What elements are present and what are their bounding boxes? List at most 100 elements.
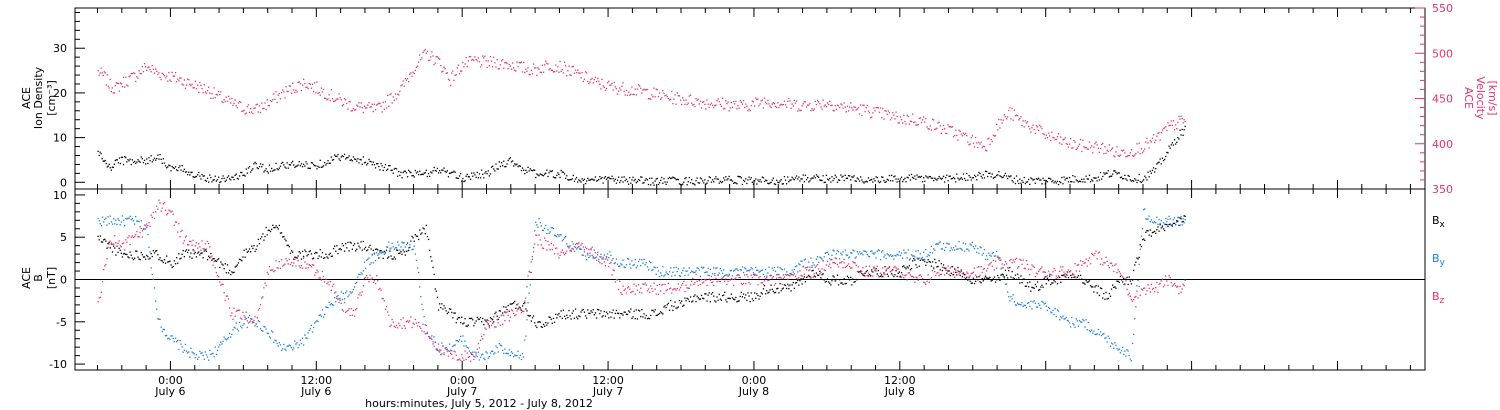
- velocity-point: [702, 101, 704, 104]
- bz-point: [391, 318, 393, 321]
- bz-point: [629, 288, 631, 290]
- velocity-point: [778, 106, 780, 109]
- bx-point: [1034, 283, 1036, 286]
- bx-point: [180, 257, 182, 259]
- velocity-point: [200, 84, 202, 86]
- bx-point: [610, 316, 612, 318]
- bz-point: [820, 271, 822, 274]
- velocity-point: [774, 105, 777, 108]
- by-point: [940, 248, 942, 250]
- bx-point: [262, 233, 264, 235]
- bz-point: [1011, 262, 1013, 264]
- velocity-point: [539, 71, 541, 73]
- density-point: [180, 169, 182, 171]
- density-point: [609, 177, 611, 180]
- density-point: [179, 165, 181, 167]
- bx-point: [714, 300, 716, 302]
- bx-point: [242, 256, 244, 258]
- bx-point: [1118, 281, 1120, 283]
- bx-point: [1155, 232, 1157, 234]
- bx-point: [506, 308, 508, 311]
- density-point: [435, 170, 437, 172]
- bz-point: [259, 304, 262, 306]
- velocity-point: [401, 84, 403, 86]
- bx-point: [799, 280, 801, 282]
- by-point: [337, 294, 339, 297]
- density-point: [646, 179, 649, 181]
- velocity-point: [427, 59, 430, 62]
- velocity-point: [1026, 121, 1029, 123]
- bz-point: [541, 247, 544, 249]
- bz-point: [366, 274, 368, 277]
- density-point: [946, 174, 948, 176]
- bx-point: [1051, 282, 1053, 284]
- velocity-point: [566, 75, 568, 77]
- bz-point: [310, 266, 313, 268]
- bx-point: [1014, 274, 1017, 276]
- bz-point: [460, 359, 462, 361]
- by-point: [457, 341, 460, 343]
- bz-point: [311, 264, 314, 266]
- bx-point: [538, 321, 540, 323]
- velocity-point: [928, 128, 930, 130]
- by-point: [958, 241, 960, 243]
- bz-point: [464, 350, 466, 352]
- density-point: [947, 180, 949, 182]
- velocity-point: [580, 77, 582, 79]
- velocity-point: [679, 99, 682, 101]
- density-point: [391, 169, 393, 171]
- velocity-point: [156, 70, 158, 72]
- by-point: [1004, 283, 1007, 285]
- bx-point: [1102, 297, 1104, 299]
- velocity-point: [1147, 142, 1149, 144]
- bx-point: [717, 299, 719, 301]
- bz-point: [110, 242, 113, 244]
- bz-point: [117, 242, 119, 244]
- bx-point: [413, 240, 415, 242]
- bx-point: [660, 311, 662, 313]
- density-point: [192, 176, 194, 178]
- density-point: [631, 179, 633, 181]
- density-point: [515, 164, 517, 166]
- velocity-point: [1161, 129, 1164, 131]
- bx-point: [768, 291, 770, 293]
- density-point: [747, 179, 749, 181]
- bx-point: [626, 313, 629, 316]
- density-point: [1134, 178, 1136, 180]
- velocity-point: [593, 79, 595, 81]
- bx-point: [318, 255, 320, 257]
- bz-point: [455, 354, 457, 356]
- velocity-point: [741, 103, 744, 105]
- velocity-point: [1155, 139, 1157, 141]
- density-axis-title-line2: Ion Density: [32, 66, 45, 129]
- by-point: [544, 227, 546, 229]
- by-point: [694, 271, 696, 273]
- bx-point: [761, 293, 763, 295]
- by-point: [1011, 298, 1013, 300]
- density-point: [116, 159, 118, 161]
- velocity-point: [1089, 147, 1092, 149]
- velocity-point: [1050, 139, 1052, 142]
- velocity-point: [540, 71, 542, 74]
- bx-point: [1038, 289, 1040, 291]
- by-point: [601, 258, 603, 260]
- by-point: [294, 340, 296, 342]
- by-point: [151, 273, 153, 276]
- by-point: [222, 340, 224, 342]
- bz-point: [1096, 258, 1098, 260]
- velocity-point: [898, 122, 900, 124]
- velocity-point: [155, 68, 157, 70]
- bx-point: [754, 292, 756, 294]
- bz-point: [339, 297, 341, 300]
- velocity-point: [208, 86, 210, 88]
- bx-point: [574, 308, 577, 310]
- by-point: [530, 271, 532, 274]
- by-point: [846, 254, 849, 256]
- density-point: [583, 178, 586, 180]
- density-point: [1080, 180, 1082, 183]
- density-point: [403, 170, 405, 172]
- velocity-axis-title-line3: [km/s]: [1486, 80, 1499, 115]
- bx-point: [557, 314, 559, 316]
- by-point: [164, 335, 167, 337]
- bz-point: [1036, 273, 1039, 275]
